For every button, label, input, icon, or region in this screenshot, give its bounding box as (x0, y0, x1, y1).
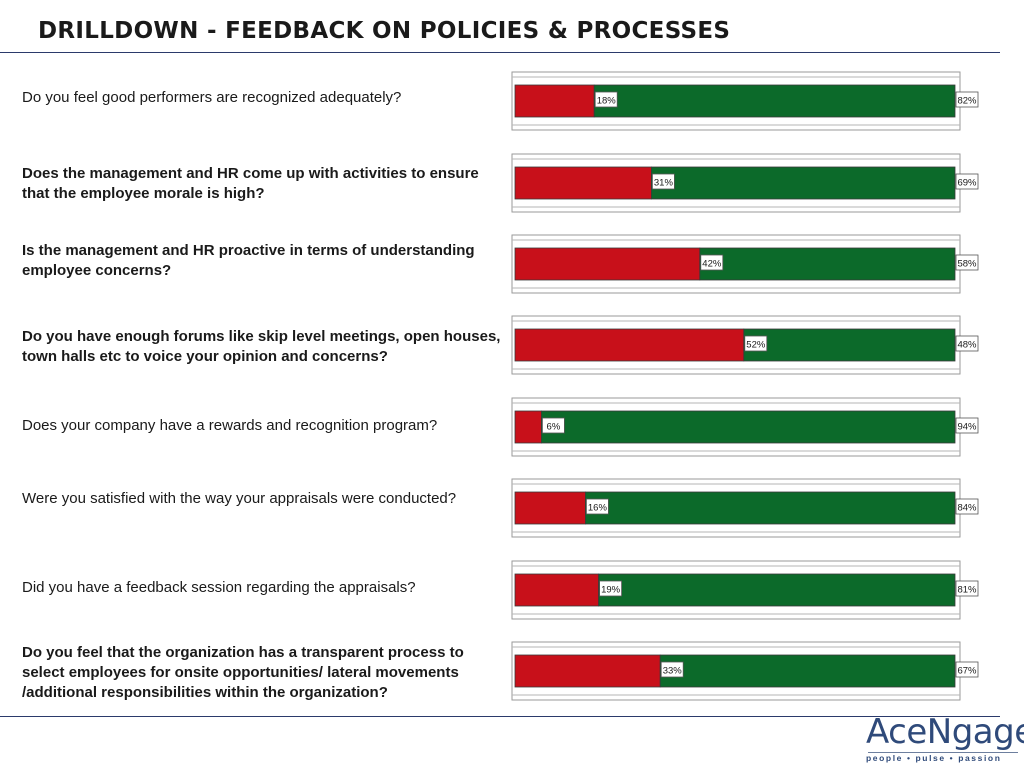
question-label-2: Does the management and HR come up with … (22, 165, 479, 202)
data-label-box-yes-7 (955, 580, 979, 597)
question-label-6: Were you satisfied with the way your app… (22, 490, 457, 507)
data-label-yes-7: 81% (957, 585, 977, 596)
data-label-box-no-7 (599, 580, 622, 597)
data-label-no-3: 42% (702, 259, 722, 270)
data-label-yes-3: 58% (957, 259, 977, 270)
data-label-yes-4: 48% (957, 340, 977, 351)
acengage-logo: AceNgage people • pulse • passion (864, 712, 1024, 764)
data-label-yes-1: 82% (957, 96, 977, 107)
data-label-box-yes-8 (955, 661, 979, 678)
bar-no-1 (514, 84, 595, 118)
data-label-box-no-6 (586, 498, 609, 515)
data-label-no-2: 31% (654, 178, 674, 189)
data-label-no-7: 19% (601, 585, 621, 596)
question-label-3: Is the management and HR proactive in te… (22, 242, 475, 279)
data-label-box-yes-3 (955, 254, 979, 271)
bar-no-7 (514, 573, 599, 607)
logo-wordmark: AceNgage (866, 712, 1024, 752)
data-label-box-no-8 (660, 661, 684, 678)
data-label-yes-5: 94% (957, 422, 977, 433)
bar-no-5 (514, 410, 542, 444)
data-label-box-no-5 (542, 417, 565, 434)
data-label-box-no-3 (700, 254, 724, 271)
data-label-box-no-2 (652, 173, 675, 190)
bar-yes-1 (593, 84, 956, 118)
data-label-no-1: 18% (597, 96, 617, 107)
bar-no-4 (514, 328, 745, 362)
question-label-1: Do you feel good performers are recogniz… (22, 89, 402, 106)
question-label-5: Does your company have a rewards and rec… (22, 417, 438, 434)
data-label-no-8: 33% (663, 666, 683, 677)
bar-no-3 (514, 247, 701, 281)
page-title: DRILLDOWN - FEEDBACK ON POLICIES & PROCE… (38, 18, 731, 44)
data-label-no-6: 16% (588, 503, 608, 514)
logo-underline (868, 752, 1018, 753)
question-label-7: Did you have a feedback session regardin… (22, 579, 416, 596)
data-label-box-yes-5 (955, 417, 979, 434)
bar-yes-3 (699, 247, 956, 281)
question-label-4: Do you have enough forums like skip leve… (22, 328, 501, 365)
bar-yes-6 (585, 491, 956, 525)
footer-divider (0, 716, 1000, 717)
bar-yes-4 (743, 328, 956, 362)
bar-yes-8 (659, 654, 956, 688)
data-label-box-no-1 (594, 91, 618, 108)
bar-yes-5 (541, 410, 956, 444)
bar-no-8 (514, 654, 661, 688)
data-label-box-yes-4 (955, 335, 979, 352)
title-divider (0, 52, 1000, 53)
data-label-yes-8: 67% (957, 666, 977, 677)
data-label-no-4: 52% (746, 340, 766, 351)
logo-tagline: people • pulse • passion (866, 753, 1002, 763)
data-label-box-yes-6 (955, 498, 979, 515)
data-label-box-yes-2 (955, 173, 979, 190)
data-label-no-5: 6% (547, 422, 561, 433)
data-label-yes-2: 69% (957, 178, 977, 189)
bar-yes-2 (651, 166, 956, 200)
bar-no-2 (514, 166, 652, 200)
data-label-yes-6: 84% (957, 503, 977, 514)
data-label-box-yes-1 (955, 91, 979, 108)
bar-no-6 (514, 491, 586, 525)
bar-yes-7 (598, 573, 956, 607)
data-label-box-no-4 (744, 335, 768, 352)
question-label-8: Do you feel that the organization has a … (22, 644, 464, 701)
